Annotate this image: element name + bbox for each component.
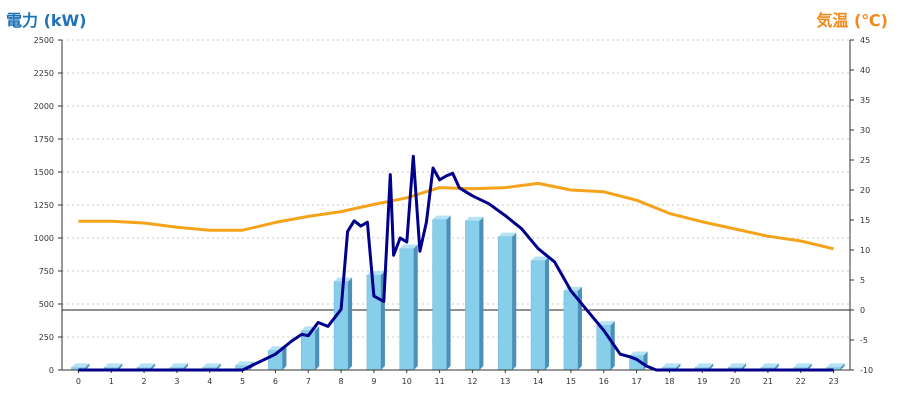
x-tick-label: 22 bbox=[796, 377, 806, 386]
power-bar-side bbox=[183, 363, 188, 370]
power-bar-side bbox=[545, 256, 550, 370]
y-right-tick-label: 35 bbox=[860, 96, 870, 105]
temperature-line bbox=[78, 181, 834, 251]
y-left-tick-label: 1750 bbox=[34, 135, 54, 144]
power-bar-side bbox=[479, 216, 484, 370]
x-tick-label: 3 bbox=[174, 377, 179, 386]
power-bar bbox=[530, 260, 546, 371]
power-bar-side bbox=[577, 286, 582, 370]
power-bar bbox=[563, 290, 579, 371]
x-tick-label: 2 bbox=[142, 377, 147, 386]
x-tick-label: 23 bbox=[828, 377, 838, 386]
power-bar-side bbox=[85, 363, 90, 370]
power-bar-top bbox=[662, 363, 681, 368]
y-left-tick-label: 750 bbox=[39, 267, 54, 276]
x-tick-label: 14 bbox=[533, 377, 543, 386]
power-bar-top bbox=[137, 363, 156, 368]
y-right-tick-label: -10 bbox=[860, 366, 873, 375]
power-bar-top bbox=[202, 363, 221, 368]
power-bar-top bbox=[760, 363, 779, 368]
y-right-tick-label: -5 bbox=[860, 336, 868, 345]
power-bar bbox=[399, 248, 414, 371]
y-left-tick-label: 1500 bbox=[34, 168, 54, 177]
y-right-tick-label: 10 bbox=[860, 246, 870, 255]
y-right-tick-label: 40 bbox=[860, 66, 870, 75]
power-bar-side bbox=[282, 346, 287, 370]
x-tick-label: 12 bbox=[467, 377, 477, 386]
power-bar-side bbox=[118, 363, 123, 370]
y-left-tick-label: 0 bbox=[49, 366, 54, 375]
y-right-tick-label: 5 bbox=[860, 276, 865, 285]
power-bar-top bbox=[695, 363, 714, 368]
y-left-tick-label: 2000 bbox=[34, 102, 54, 111]
x-tick-label: 7 bbox=[306, 377, 311, 386]
x-tick-label: 13 bbox=[500, 377, 510, 386]
power-bar bbox=[465, 220, 480, 371]
power-bar-top bbox=[498, 232, 517, 237]
power-bar-side bbox=[807, 363, 812, 370]
power-bar-top bbox=[596, 321, 615, 326]
power-bar-top bbox=[71, 363, 90, 368]
power-bar-side bbox=[676, 363, 681, 370]
y-right-tick-label: 45 bbox=[860, 36, 870, 45]
power-bar-side bbox=[512, 232, 517, 370]
power-bar-top bbox=[235, 361, 254, 366]
x-tick-label: 15 bbox=[566, 377, 576, 386]
power-line bbox=[78, 154, 834, 372]
power-bar-top bbox=[793, 363, 812, 368]
y-right-tick-label: 0 bbox=[860, 306, 865, 315]
x-tick-label: 20 bbox=[730, 377, 740, 386]
power-bar-side bbox=[315, 326, 320, 370]
power-bar bbox=[498, 236, 513, 371]
power-bar-top bbox=[432, 215, 451, 220]
power-bar-side bbox=[348, 277, 353, 370]
power-bar-side bbox=[446, 215, 451, 370]
left-axis-title: 電力 (kW) bbox=[6, 11, 87, 30]
y-right-tick-label: 15 bbox=[860, 216, 870, 225]
power-bar-top bbox=[169, 363, 188, 368]
x-tick-label: 1 bbox=[109, 377, 114, 386]
y-left-tick-label: 1000 bbox=[34, 234, 54, 243]
x-tick-label: 9 bbox=[371, 377, 376, 386]
power-bar-side bbox=[840, 363, 845, 370]
x-tick-label: 17 bbox=[631, 377, 641, 386]
x-tick-label: 8 bbox=[339, 377, 344, 386]
power-bar-side bbox=[774, 363, 779, 370]
power-bar-side bbox=[709, 363, 714, 370]
power-bar-top bbox=[826, 363, 845, 368]
power-bar-top bbox=[629, 351, 648, 356]
x-tick-label: 6 bbox=[273, 377, 278, 386]
y-left-tick-label: 250 bbox=[39, 333, 54, 342]
y-left-tick-label: 2500 bbox=[34, 36, 54, 45]
x-tick-label: 5 bbox=[240, 377, 245, 386]
power-bar-top bbox=[531, 256, 550, 261]
power-bar-top bbox=[399, 244, 418, 249]
y-left-tick-label: 2250 bbox=[34, 69, 54, 78]
power-bar-top bbox=[104, 363, 123, 368]
power-bar bbox=[432, 219, 447, 371]
x-tick-label: 16 bbox=[599, 377, 609, 386]
x-tick-label: 11 bbox=[434, 377, 444, 386]
x-tick-label: 4 bbox=[207, 377, 212, 386]
y-right-tick-label: 20 bbox=[860, 186, 870, 195]
x-tick-label: 18 bbox=[664, 377, 674, 386]
power-bar-top bbox=[465, 216, 484, 221]
y-left-tick-label: 1250 bbox=[34, 201, 54, 210]
power-bar-side bbox=[413, 244, 418, 370]
right-axis-title: 気温 (℃) bbox=[816, 11, 888, 30]
y-right-tick-label: 30 bbox=[860, 126, 870, 135]
x-tick-label: 21 bbox=[763, 377, 773, 386]
x-tick-label: 0 bbox=[76, 377, 81, 386]
power-bar-top bbox=[728, 363, 747, 368]
y-right-tick-label: 25 bbox=[860, 156, 870, 165]
x-tick-label: 10 bbox=[402, 377, 412, 386]
power-bar-side bbox=[216, 363, 221, 370]
power-bar-side bbox=[742, 363, 747, 370]
power-bar-side bbox=[151, 363, 156, 370]
y-left-tick-label: 500 bbox=[39, 300, 54, 309]
x-tick-label: 19 bbox=[697, 377, 707, 386]
